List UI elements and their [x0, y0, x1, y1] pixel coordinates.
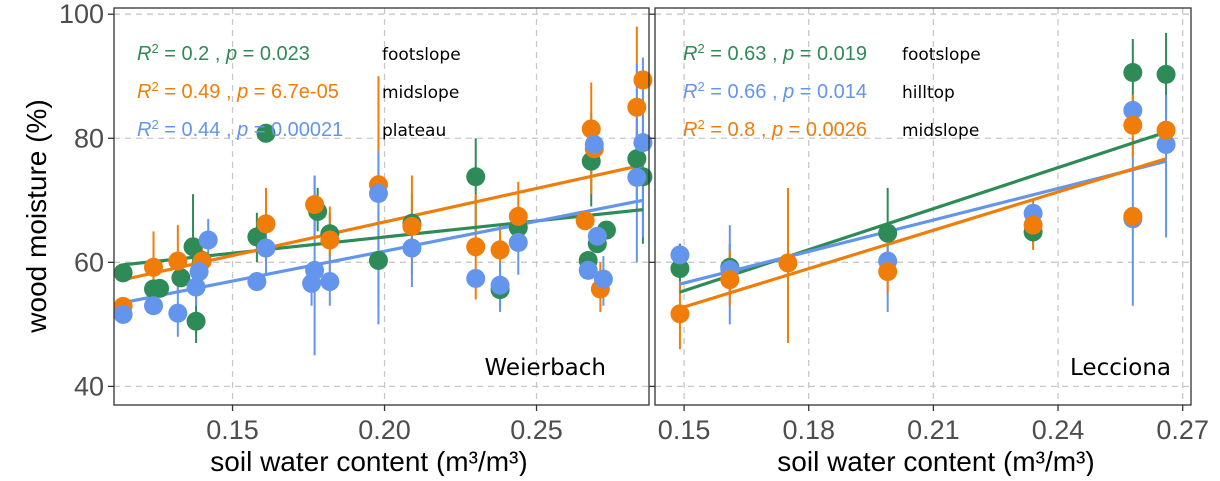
regression-line-midslope [679, 157, 1167, 310]
data-point-footslope [368, 250, 388, 270]
data-point-footslope [1123, 63, 1143, 83]
data-point-midslope [508, 206, 528, 226]
data-point-midslope [581, 119, 601, 139]
data-point-plateau [584, 134, 604, 154]
panel-lecciona: 0.15 0.18 0.21 0.24 0.27 R2 = 0.63 , p = 0.01… [649, 7, 1209, 445]
data-point-footslope [466, 167, 486, 187]
slope-position-label: midslope [902, 121, 979, 141]
data-point-plateau [402, 238, 422, 258]
site-name-label: Lecciona [1070, 355, 1171, 381]
y-tick-label: 100 [59, 0, 104, 29]
data-point-footslope [150, 278, 170, 298]
panel-weierbach: 0.15 0.20 0.25 40 60 80 100 R2 = 0.2 , p = 0.02… [59, 0, 653, 445]
data-point-midslope [1123, 115, 1143, 135]
slope-position-label: midslope [382, 83, 459, 103]
data-point-footslope [878, 223, 898, 243]
x-tick-label: 0.15 [658, 415, 711, 445]
data-point-footslope [183, 237, 203, 257]
plot-frame [654, 7, 1192, 406]
plot-background [655, 8, 1191, 405]
data-point-plateau [198, 230, 218, 250]
data-point-plateau [633, 133, 653, 153]
plot-frame [113, 7, 650, 406]
data-point-midslope [402, 216, 422, 236]
data-point-midslope [305, 195, 325, 215]
x-tick-label: 0.20 [358, 415, 411, 445]
slope-position-label: footslope [902, 45, 981, 65]
x-tick-label: 0.18 [782, 415, 835, 445]
data-point-midslope [168, 251, 188, 271]
data-point-footslope [256, 123, 276, 143]
data-point-plateau [247, 272, 267, 292]
data-point-midslope [670, 304, 690, 324]
data-point-hilltop [1123, 100, 1143, 120]
data-point-plateau [593, 269, 613, 289]
data-point-midslope [627, 97, 647, 117]
data-point-hilltop [1156, 134, 1176, 154]
slope-position-label: plateau [382, 121, 446, 141]
data-point-plateau [320, 272, 340, 292]
data-point-plateau [578, 260, 598, 280]
data-point-plateau [508, 232, 528, 252]
data-point-midslope [490, 240, 510, 260]
x-tick-label: 0.24 [1032, 415, 1085, 445]
data-point-footslope [627, 149, 647, 169]
data-point-plateau [186, 277, 206, 297]
y-tick-label: 40 [74, 371, 104, 401]
data-point-midslope [1123, 206, 1143, 226]
stat-annotation-footslope: R2 = 0.2 , p = 0.023 [137, 41, 310, 66]
data-point-plateau [305, 260, 325, 280]
data-point-plateau [466, 268, 486, 288]
data-point-midslope [778, 253, 798, 273]
slope-position-label: hilltop [902, 83, 955, 103]
regression-line-plateau [122, 198, 644, 305]
regression-line-footslope [679, 130, 1167, 294]
data-point-plateau [113, 304, 133, 324]
data-point-footslope [670, 259, 690, 279]
data-point-midslope [878, 262, 898, 282]
data-point-hilltop [670, 245, 690, 265]
data-point-plateau [490, 275, 510, 295]
y-tick-label: 80 [74, 123, 104, 153]
y-tick-label: 60 [74, 247, 104, 277]
data-point-plateau [587, 226, 607, 246]
site-name-label: Weierbach [485, 355, 606, 381]
data-point-plateau [168, 303, 188, 323]
y-axis-title: wood moisture (%) [21, 99, 52, 333]
x-axis-title-right: soil water content (m³/m³) [777, 446, 1094, 476]
x-axis-title-left: soil water content (m³/m³) [210, 446, 527, 476]
data-point-midslope [320, 230, 340, 250]
data-point-midslope [720, 270, 740, 290]
data-point-midslope [1023, 215, 1043, 235]
data-point-midslope [466, 237, 486, 257]
stat-annotation-plateau: R2 = 0.44 , p = 0.00021 [137, 117, 343, 142]
stat-annotation-midslope: R2 = 0.49 , p = 6.7e-05 [137, 79, 339, 104]
plot-background [114, 8, 649, 405]
x-tick-label: 0.15 [206, 415, 259, 445]
data-point-plateau [189, 262, 209, 282]
data-point-plateau [144, 296, 164, 316]
data-point-plateau [627, 167, 647, 187]
data-point-midslope [1156, 120, 1176, 140]
slope-position-label: footslope [382, 45, 461, 65]
data-point-midslope [256, 214, 276, 234]
data-point-midslope [144, 257, 164, 277]
stat-annotation-midslope: R2 = 0.8 , p = 0.0026 [683, 117, 867, 142]
x-tick-label: 0.21 [907, 415, 960, 445]
regression-line-hilltop [679, 159, 1167, 286]
data-point-plateau [368, 183, 388, 203]
data-point-plateau [256, 238, 276, 258]
stat-annotation-footslope: R2 = 0.63 , p = 0.019 [683, 41, 867, 66]
data-point-midslope [633, 70, 653, 90]
stat-annotation-hilltop: R2 = 0.66 , p = 0.014 [683, 79, 867, 104]
data-point-midslope [575, 211, 595, 231]
x-tick-label: 0.25 [510, 415, 563, 445]
data-point-footslope [113, 263, 133, 283]
data-point-footslope [1156, 64, 1176, 84]
data-point-footslope [186, 311, 206, 331]
x-tick-label: 0.27 [1156, 415, 1209, 445]
data-point-footslope [171, 268, 191, 288]
